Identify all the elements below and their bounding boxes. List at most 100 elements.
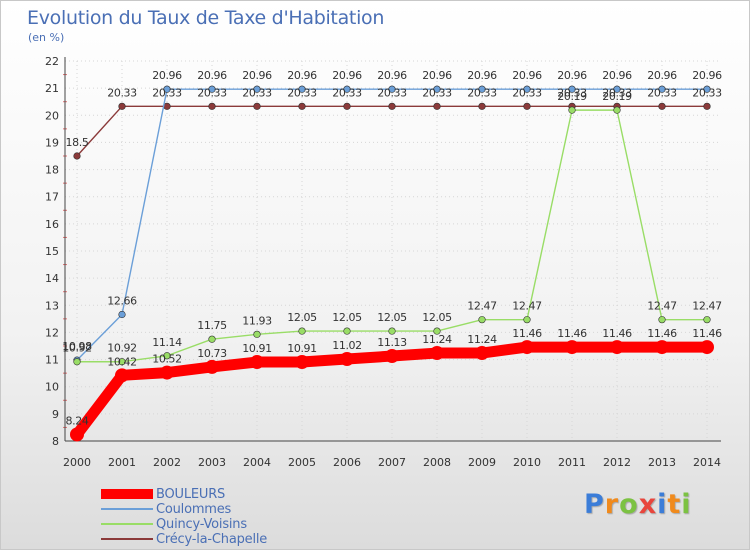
data-label: 20.96 bbox=[197, 69, 227, 82]
data-point bbox=[163, 85, 171, 93]
data-label: 18.5 bbox=[66, 136, 89, 149]
data-point bbox=[613, 85, 621, 93]
data-label: 11.02 bbox=[332, 339, 362, 352]
data-point bbox=[295, 355, 309, 370]
data-label: 20.33 bbox=[287, 86, 317, 99]
data-label: 20.96 bbox=[287, 69, 317, 82]
data-label: 20.96 bbox=[512, 69, 542, 82]
data-point bbox=[475, 346, 489, 361]
data-label: 11.24 bbox=[467, 333, 497, 346]
data-label: 12.47 bbox=[467, 300, 497, 313]
data-point bbox=[658, 316, 666, 324]
data-label: 20.33 bbox=[197, 86, 227, 99]
series-lines bbox=[70, 85, 714, 442]
data-label: 11.46 bbox=[602, 327, 632, 340]
data-label: 10.42 bbox=[107, 355, 137, 368]
data-point bbox=[478, 85, 486, 93]
data-label: 11.13 bbox=[377, 336, 407, 349]
data-label: 11.14 bbox=[152, 336, 182, 349]
x-tick-label: 2003 bbox=[198, 456, 226, 469]
data-label: 20.96 bbox=[422, 69, 452, 82]
data-label: 20.33 bbox=[692, 86, 722, 99]
data-label: 12.47 bbox=[512, 300, 542, 313]
data-point bbox=[523, 85, 531, 93]
data-label: 20.19 bbox=[602, 90, 632, 103]
data-point bbox=[658, 102, 666, 110]
data-point bbox=[343, 85, 351, 93]
data-label: 12.05 bbox=[377, 311, 407, 324]
x-tick-label: 2004 bbox=[243, 456, 271, 469]
data-label: 11.46 bbox=[557, 327, 587, 340]
data-label: 20.96 bbox=[242, 69, 272, 82]
data-point bbox=[340, 352, 354, 367]
data-point bbox=[703, 85, 711, 93]
data-label: 20.33 bbox=[107, 86, 137, 99]
data-label: 11.46 bbox=[647, 327, 677, 340]
data-point bbox=[478, 102, 486, 110]
y-tick-label: 10 bbox=[45, 381, 59, 394]
y-tick-label: 14 bbox=[45, 272, 59, 285]
x-tick-label: 2005 bbox=[288, 456, 316, 469]
data-point bbox=[163, 352, 171, 360]
data-point bbox=[208, 85, 216, 93]
axes: 8 9 10 11 12 13 14 15 16 17 18 19 20 21 22 2000 2001 2002… bbox=[45, 55, 721, 469]
legend-label: Crécy-la-Chapelle bbox=[156, 532, 268, 547]
data-point bbox=[250, 355, 264, 370]
logo-letter: r bbox=[604, 489, 620, 520]
data-point bbox=[613, 106, 621, 114]
x-tick-label: 2002 bbox=[153, 456, 181, 469]
legend-swatch bbox=[101, 523, 153, 525]
data-label: 10.91 bbox=[242, 342, 272, 355]
data-labels: 8.24 10.42 10.52 10.73 10.91 10.91 11.02 11.13 1… bbox=[62, 69, 722, 427]
data-label: 11.75 bbox=[197, 319, 227, 332]
data-label: 20.33 bbox=[152, 86, 182, 99]
x-tick-label: 2014 bbox=[693, 456, 721, 469]
data-point bbox=[520, 340, 534, 355]
data-label: 10.92 bbox=[62, 342, 92, 355]
data-point bbox=[343, 102, 351, 110]
data-label: 10.98 bbox=[62, 340, 92, 353]
data-point bbox=[115, 368, 129, 383]
data-label: 20.96 bbox=[152, 69, 182, 82]
logo-letter: x bbox=[638, 489, 658, 520]
data-point bbox=[700, 340, 714, 355]
chart-subtitle: (en %) bbox=[28, 31, 65, 44]
data-point bbox=[70, 427, 84, 442]
data-label: 20.33 bbox=[242, 86, 272, 99]
y-tick-label: 16 bbox=[45, 218, 59, 231]
x-tick-label: 2010 bbox=[513, 456, 541, 469]
x-tick-label: 2012 bbox=[603, 456, 631, 469]
data-point bbox=[655, 340, 669, 355]
y-tick-label: 18 bbox=[45, 164, 59, 177]
legend-label: Quincy-Voisins bbox=[156, 517, 247, 532]
data-label: 20.96 bbox=[332, 69, 362, 82]
data-point bbox=[160, 365, 174, 380]
data-point bbox=[343, 327, 351, 335]
data-label: 11.24 bbox=[422, 333, 452, 346]
data-point bbox=[208, 102, 216, 110]
legend-label: BOULEURS bbox=[156, 487, 226, 502]
data-label: 10.52 bbox=[152, 353, 182, 366]
data-label: 12.05 bbox=[287, 311, 317, 324]
data-label: 20.96 bbox=[647, 69, 677, 82]
legend-swatch bbox=[101, 489, 153, 499]
proxiti-logo: Proxiti bbox=[584, 489, 692, 520]
data-point bbox=[118, 358, 126, 366]
data-point bbox=[523, 316, 531, 324]
data-point bbox=[298, 85, 306, 93]
data-label: 12.47 bbox=[647, 300, 677, 313]
y-tick-label: 17 bbox=[45, 191, 59, 204]
y-tick-label: 11 bbox=[45, 354, 59, 367]
data-label: 10.73 bbox=[197, 347, 227, 360]
data-point bbox=[298, 327, 306, 335]
y-tick-label: 20 bbox=[45, 109, 59, 122]
data-point bbox=[385, 349, 399, 364]
data-label: 20.96 bbox=[602, 69, 632, 82]
data-label: 20.33 bbox=[557, 86, 587, 99]
data-label: 20.33 bbox=[647, 86, 677, 99]
data-point bbox=[298, 102, 306, 110]
data-label: 10.92 bbox=[107, 342, 137, 355]
data-label: 12.66 bbox=[107, 295, 137, 308]
